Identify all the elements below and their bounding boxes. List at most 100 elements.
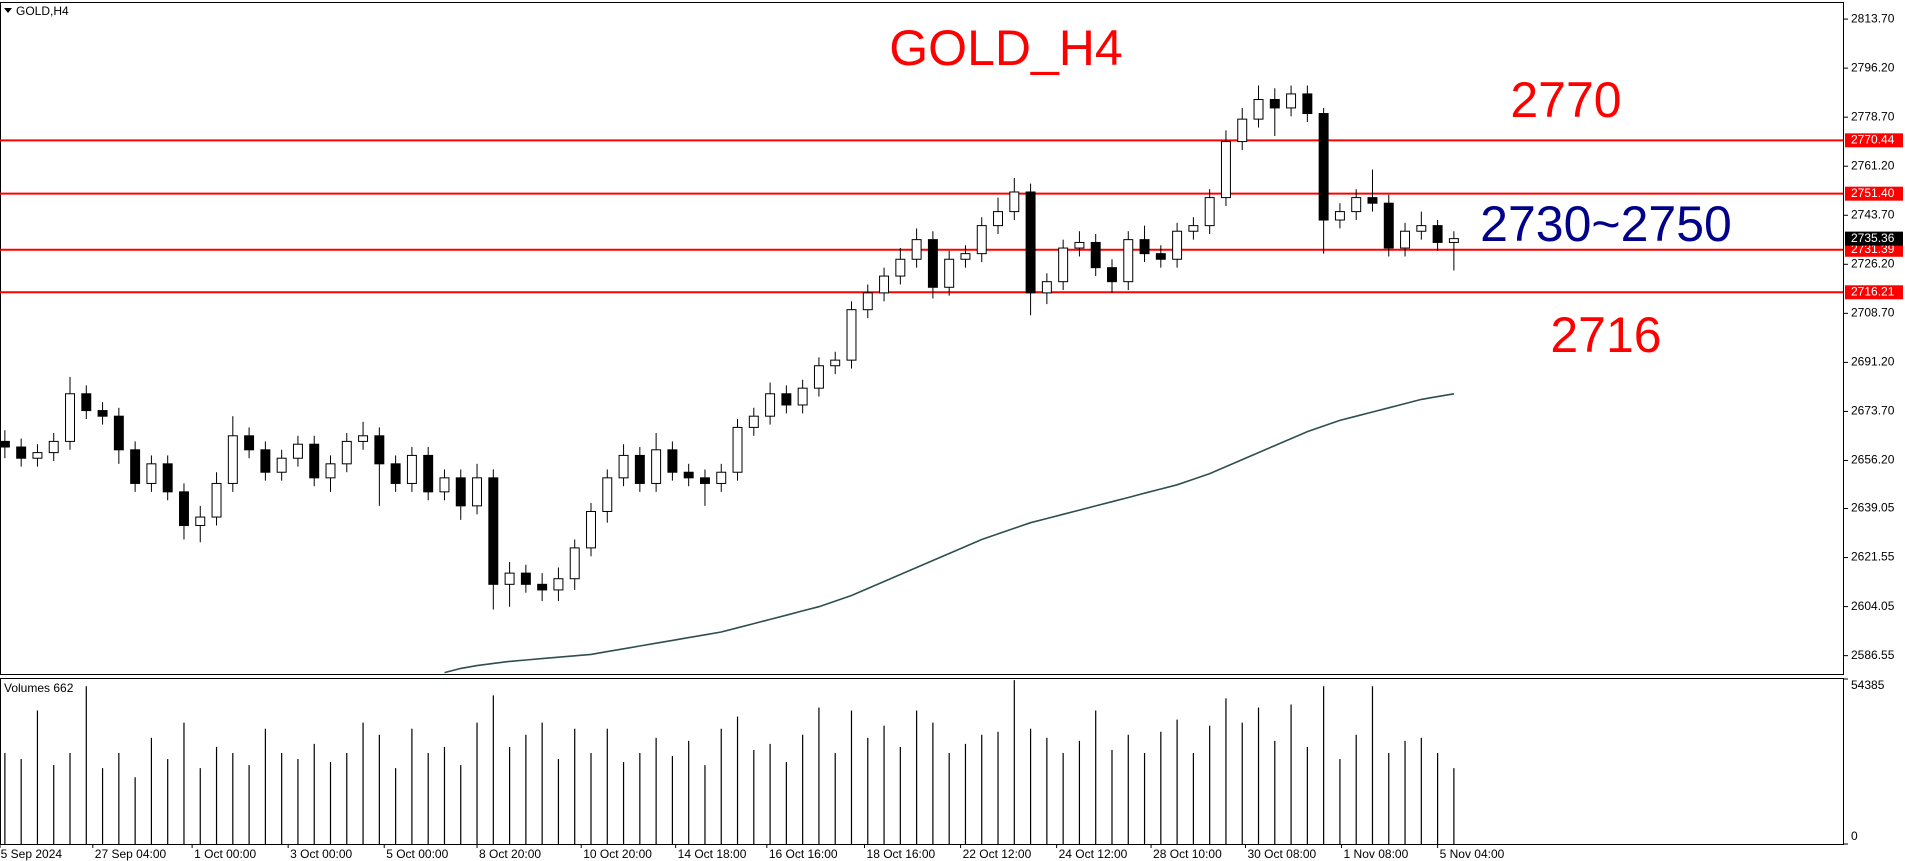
candle-body bbox=[830, 359, 841, 367]
candle-body bbox=[113, 415, 124, 451]
candle-body bbox=[0, 440, 10, 448]
candle-body bbox=[732, 426, 743, 473]
x-tick-label: 27 Sep 04:00 bbox=[95, 847, 167, 861]
y-tick-label: 2813.70 bbox=[1851, 11, 1895, 25]
candle-body bbox=[162, 463, 173, 493]
candle-body bbox=[97, 410, 108, 417]
candle-body bbox=[1172, 230, 1183, 260]
candle-body bbox=[699, 477, 710, 484]
candle-body bbox=[1220, 141, 1231, 199]
y-tick-label: 2761.20 bbox=[1851, 158, 1895, 172]
candle-body bbox=[1367, 197, 1378, 204]
y-tick-label: 2586.55 bbox=[1851, 648, 1895, 662]
y-tick-label: 2796.20 bbox=[1851, 60, 1895, 74]
candle-body bbox=[797, 387, 808, 406]
candle-body bbox=[911, 239, 922, 260]
candle-body bbox=[927, 239, 938, 288]
candle-body bbox=[651, 449, 662, 484]
candle-body bbox=[1025, 191, 1036, 294]
candle-body bbox=[390, 463, 401, 484]
candle-body bbox=[341, 440, 352, 465]
candle-body bbox=[1237, 118, 1248, 143]
candle-body bbox=[1351, 197, 1362, 213]
x-tick-label: 28 Oct 10:00 bbox=[1153, 847, 1222, 861]
candle-body bbox=[81, 393, 92, 412]
candle-body bbox=[472, 477, 483, 507]
menu-triangle bbox=[4, 8, 12, 13]
candle-body bbox=[65, 393, 75, 442]
x-tick-label: 16 Oct 16:00 bbox=[769, 847, 838, 861]
candle-body bbox=[276, 457, 287, 473]
candle-body bbox=[1286, 93, 1297, 109]
candle-body bbox=[1058, 247, 1069, 283]
candle-body bbox=[1269, 99, 1280, 109]
candle-body bbox=[1334, 211, 1345, 221]
x-tick-label: 14 Oct 18:00 bbox=[678, 847, 747, 861]
candle-body bbox=[813, 365, 824, 389]
candle-body bbox=[1139, 239, 1150, 255]
candle-body bbox=[406, 454, 417, 484]
level-tag-bg bbox=[1845, 186, 1903, 201]
candle-body bbox=[325, 463, 336, 479]
candle-body bbox=[683, 471, 694, 479]
candle-body bbox=[634, 454, 645, 484]
candle-body bbox=[178, 491, 189, 526]
candle-body bbox=[1188, 225, 1199, 232]
candle-body bbox=[1253, 99, 1264, 120]
candle-body bbox=[895, 258, 906, 277]
x-tick-label: 1 Oct 00:00 bbox=[194, 847, 256, 861]
candle-body bbox=[1009, 191, 1020, 213]
candle-body bbox=[960, 253, 971, 260]
level-tag: 2751.40 bbox=[1851, 186, 1895, 200]
price-tag: 2735.36 bbox=[1851, 231, 1895, 245]
candle-body bbox=[716, 471, 727, 484]
candle-body bbox=[1074, 241, 1085, 249]
candle-body bbox=[1204, 197, 1215, 227]
x-tick-label: 5 Oct 00:00 bbox=[386, 847, 448, 861]
y-tick-label: 2726.20 bbox=[1851, 256, 1895, 270]
candle-body bbox=[244, 435, 255, 451]
candle-body bbox=[504, 572, 515, 585]
x-tick-label: 10 Oct 20:00 bbox=[583, 847, 652, 861]
x-tick-label: 24 Oct 12:00 bbox=[1059, 847, 1128, 861]
y-tick-label: 2708.70 bbox=[1851, 306, 1895, 320]
candle-body bbox=[32, 452, 43, 459]
candle-body bbox=[1090, 241, 1101, 269]
x-tick-label: 8 Oct 20:00 bbox=[479, 847, 541, 861]
candle-body bbox=[618, 454, 629, 479]
candle-body bbox=[765, 393, 776, 417]
candle-body bbox=[520, 572, 531, 585]
y-tick-label: 2621.55 bbox=[1851, 550, 1895, 564]
volume-label: Volumes 662 bbox=[4, 681, 74, 695]
candle-body bbox=[846, 309, 857, 361]
y-tick-label: 2778.70 bbox=[1851, 109, 1895, 123]
volume-tick-label: 54385 bbox=[1851, 678, 1885, 692]
candle-body bbox=[1041, 281, 1052, 294]
moving-average bbox=[444, 393, 1455, 674]
candle-body bbox=[1383, 202, 1394, 249]
candle-body bbox=[781, 393, 792, 406]
candle-body bbox=[374, 435, 385, 465]
price-tag-bg bbox=[1845, 231, 1903, 246]
y-tick-label: 2673.70 bbox=[1851, 404, 1895, 418]
candle-body bbox=[993, 211, 1003, 227]
candle-body bbox=[309, 443, 320, 479]
candle-body bbox=[667, 449, 678, 473]
candle-body bbox=[292, 443, 303, 459]
volume-pane-border bbox=[0, 678, 1844, 845]
level-tag: 2770.44 bbox=[1851, 132, 1895, 146]
candle-body bbox=[195, 516, 206, 526]
y-tick-label: 2691.20 bbox=[1851, 355, 1895, 369]
annotation: 2716 bbox=[1550, 307, 1661, 363]
candle-body bbox=[586, 510, 596, 549]
candle-body bbox=[1155, 253, 1166, 260]
candle-body bbox=[748, 415, 759, 428]
candle-body bbox=[1448, 238, 1459, 243]
candle-body bbox=[537, 583, 548, 591]
candle-body bbox=[862, 292, 873, 311]
x-tick-label: 3 Oct 00:00 bbox=[290, 847, 352, 861]
level-tag-bg bbox=[1845, 285, 1903, 300]
candle-body bbox=[1416, 225, 1427, 232]
